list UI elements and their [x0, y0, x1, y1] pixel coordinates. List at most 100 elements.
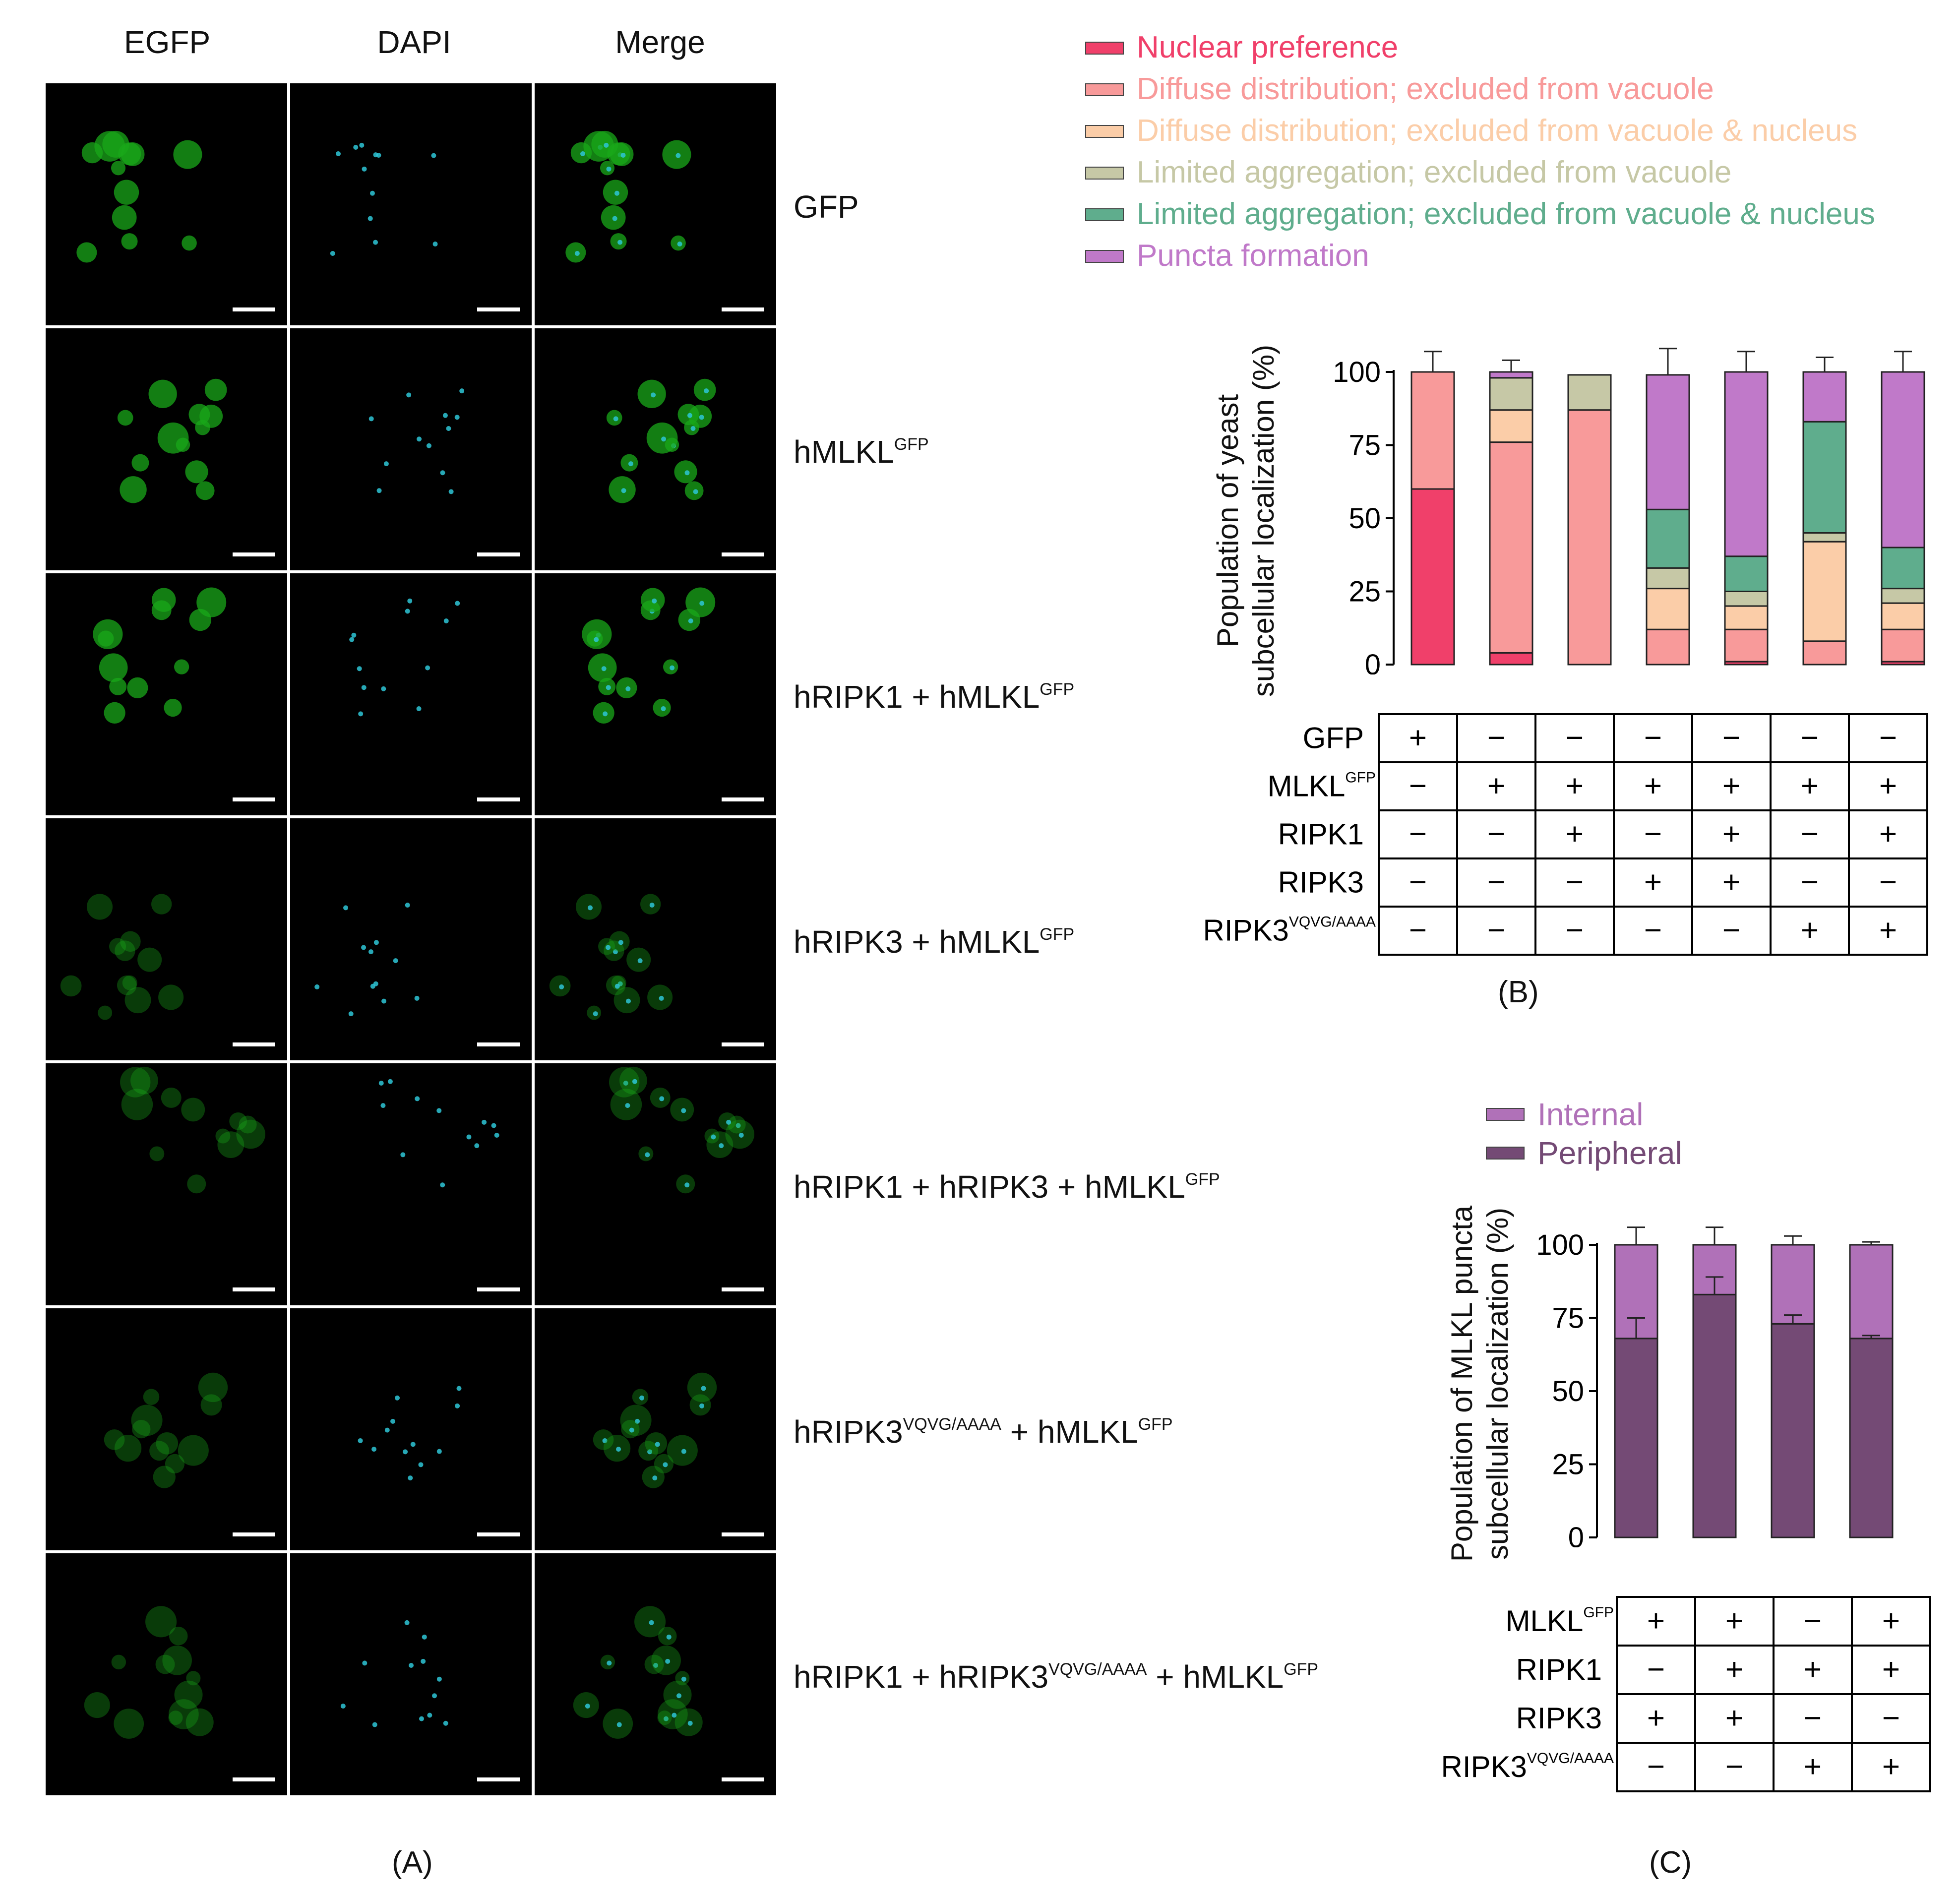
dapi-nucleus: [405, 609, 410, 614]
dapi-nucleus: [432, 1693, 437, 1699]
dapi-nucleus: [359, 142, 365, 148]
table-c-cell-value: +: [1647, 1701, 1665, 1735]
dapi-nucleus: [442, 413, 448, 418]
dapi-nucleus: [373, 240, 378, 245]
egfp-cell: [114, 180, 139, 205]
dapi-nucleus: [400, 1152, 406, 1158]
row-label-hmlkl: hMLKLGFP: [794, 434, 929, 470]
chart-b-bar-segment: [1646, 508, 1690, 569]
dapi-nucleus: [652, 598, 657, 604]
egfp-cell: [149, 1441, 170, 1461]
table-b-cell-value: −: [1487, 865, 1505, 900]
table-b-cell-value: −: [1409, 914, 1427, 948]
egfp-cell: [168, 1711, 183, 1725]
micrograph-cell: [46, 818, 287, 1060]
dapi-nucleus: [626, 998, 631, 1004]
table-b-cell-value: +: [1487, 769, 1505, 803]
egfp-cell: [239, 1115, 257, 1134]
table-b-cell-value: +: [1566, 817, 1584, 852]
chart-c-y-tick-label: 0: [1568, 1522, 1584, 1547]
egfp-cell: [187, 1174, 206, 1194]
scale-bar: [233, 552, 275, 556]
chart-b-bar-segment: [1802, 541, 1847, 642]
dapi-nucleus: [649, 903, 655, 908]
legend-c-label: Internal: [1537, 1097, 1644, 1132]
table-c-cell-value: +: [1804, 1750, 1822, 1784]
dapi-nucleus: [621, 488, 626, 493]
y-axis-label-b: Population of yeast subcellular localiza…: [1210, 317, 1282, 724]
chart-b-bar-segment: [1489, 371, 1533, 379]
egfp-cell: [143, 1389, 160, 1406]
egfp-cell: [182, 235, 197, 251]
dapi-nucleus: [466, 1134, 472, 1140]
table-b-cell-value: −: [1644, 721, 1662, 755]
egfp-cell: [149, 1146, 165, 1161]
table-c-cell-value: −: [1647, 1750, 1665, 1784]
dapi-nucleus: [474, 1143, 480, 1149]
egfp-cell: [120, 476, 147, 503]
dapi-nucleus: [405, 903, 410, 908]
dapi-nucleus: [701, 1386, 706, 1391]
table-b-cell-value: +: [1644, 769, 1662, 803]
egfp-cell: [169, 1627, 188, 1646]
micrograph-image: [582, 587, 764, 801]
dapi-nucleus: [616, 1722, 622, 1727]
dapi-nucleus: [625, 686, 631, 691]
chart-b-bar-segment: [1724, 628, 1769, 663]
egfp-cell: [195, 420, 210, 435]
legend-b-label: Diffuse distribution; excluded from vacu…: [1137, 72, 1714, 106]
column-header-egfp: EGFP: [123, 24, 211, 60]
dapi-nucleus: [612, 949, 618, 955]
dapi-nucleus: [618, 940, 623, 945]
table-b-cell-value: −: [1409, 769, 1427, 803]
chart-c-y-tick-label: 25: [1552, 1449, 1584, 1481]
egfp-cell: [115, 940, 135, 961]
table-b-cell-value: +: [1722, 817, 1740, 852]
chart-b-bar-segment: [1881, 547, 1925, 590]
egfp-cell: [178, 1435, 209, 1466]
column-header-merge: Merge: [615, 24, 705, 60]
legend-b-swatch: [1085, 250, 1124, 263]
dapi-nucleus: [426, 443, 431, 448]
egfp-cell: [158, 984, 184, 1010]
egfp-cell: [186, 1671, 201, 1686]
dapi-nucleus: [659, 1096, 665, 1101]
egfp-cell: [120, 1067, 151, 1098]
dapi-nucleus: [693, 489, 698, 494]
dapi-nucleus: [588, 905, 593, 911]
table-b-row-label: RIPK3: [1278, 866, 1364, 899]
table-b-cell-value: +: [1801, 769, 1819, 803]
chart-c-y-tick-label: 50: [1552, 1375, 1584, 1407]
dapi-nucleus: [494, 1133, 499, 1138]
dapi-nucleus: [735, 1123, 741, 1128]
scale-bar: [233, 1532, 275, 1536]
micrograph-image: [104, 1372, 275, 1536]
scale-bar: [233, 307, 275, 311]
table-c-cell-value: +: [1882, 1750, 1900, 1784]
table-b-cell-value: −: [1487, 721, 1505, 755]
condition-table-b: GFP + − − − − − −MLKLGFP − + + + + + +RIPK1− − + − + − +RIPK…: [1203, 713, 1928, 956]
dapi-nucleus: [362, 1660, 368, 1666]
micrograph-image: [358, 1386, 520, 1536]
dapi-nucleus: [684, 1182, 690, 1188]
dapi-nucleus: [699, 1403, 705, 1408]
chart-c-bar-segment: [1771, 1323, 1815, 1538]
dapi-nucleus: [620, 152, 626, 158]
legend-c-label: Peripheral: [1537, 1135, 1682, 1171]
micrograph-image: [609, 1066, 764, 1291]
dapi-nucleus: [607, 1660, 612, 1666]
scale-bar: [477, 797, 520, 801]
dapi-nucleus: [625, 1103, 630, 1108]
chart-b-bar-segment: [1489, 652, 1533, 666]
table-c-cell-value: +: [1725, 1604, 1743, 1638]
dapi-nucleus: [647, 1449, 653, 1455]
table-b-cell-value: −: [1487, 817, 1505, 852]
dapi-nucleus: [661, 706, 666, 712]
dapi-nucleus: [403, 1449, 408, 1455]
egfp-cell: [155, 1654, 175, 1674]
dapi-nucleus: [410, 1442, 416, 1447]
dapi-nucleus: [376, 488, 382, 493]
egfp-cell: [198, 1372, 228, 1403]
dapi-nucleus: [681, 1676, 686, 1682]
dapi-nucleus: [623, 1081, 628, 1086]
